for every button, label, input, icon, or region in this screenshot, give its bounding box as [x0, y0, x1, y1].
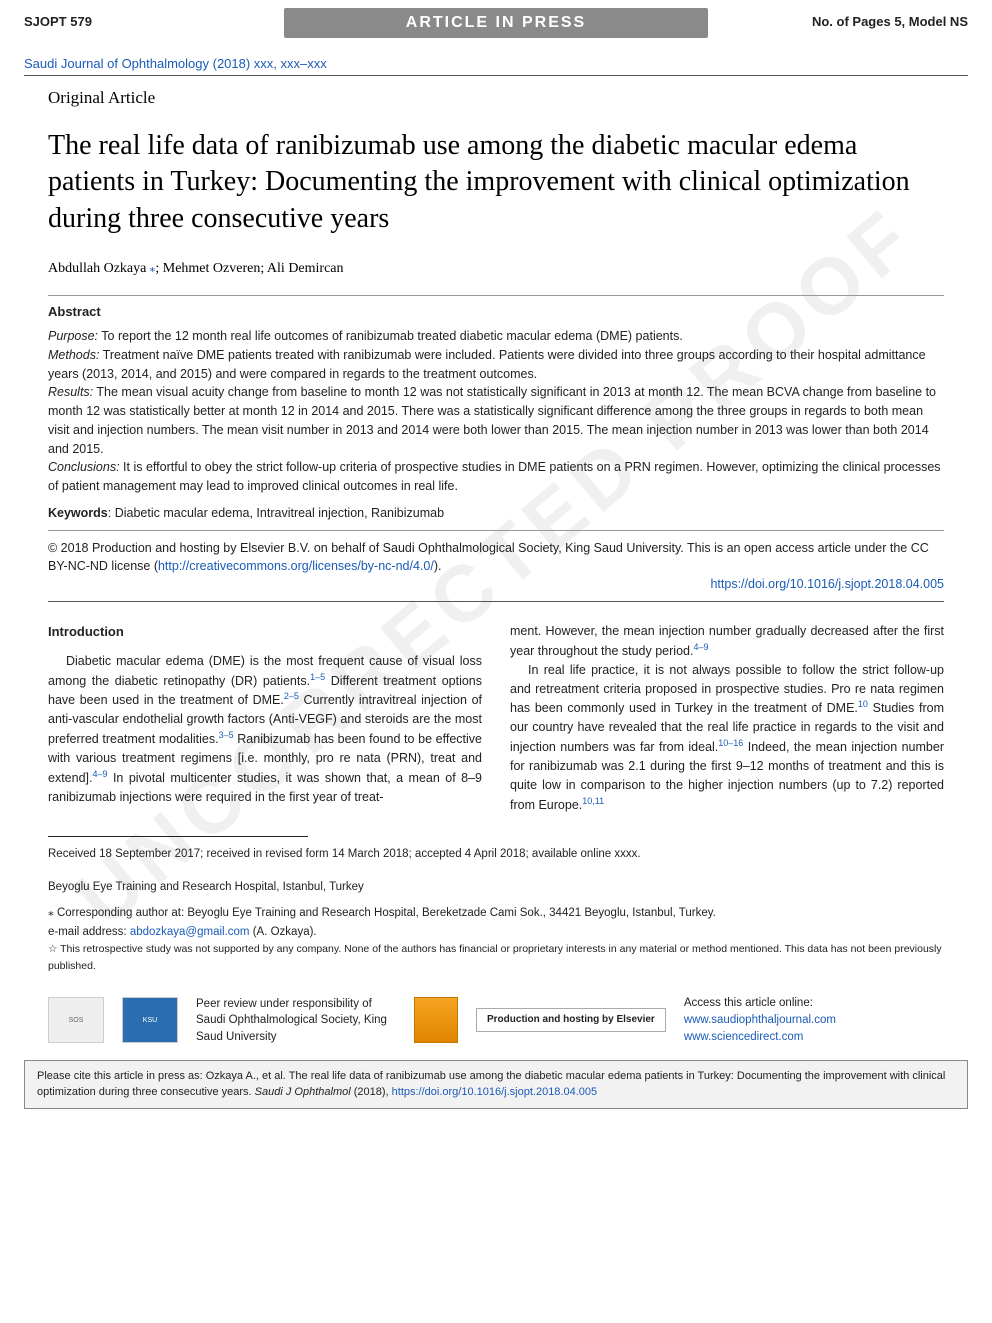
corresponding-star-icon: ⁎: [146, 261, 155, 275]
citation-journal: Saudi J Ophthalmol: [255, 1086, 351, 1098]
keywords-text: : Diabetic macular edema, Intravitreal i…: [108, 506, 444, 520]
journal-reference: Saudi Journal of Ophthalmology (2018) xx…: [0, 42, 992, 73]
email-label: e-mail address:: [48, 926, 130, 938]
license-link[interactable]: http://creativecommons.org/licenses/by-n…: [158, 559, 434, 573]
license-close: ).: [434, 559, 442, 573]
license-block: © 2018 Production and hosting by Elsevie…: [48, 539, 944, 593]
ref-3[interactable]: 3–5: [219, 730, 234, 740]
logos-row: SOS KSU Peer review under responsibility…: [48, 995, 944, 1047]
sos-logo-icon: SOS: [48, 997, 104, 1043]
abstract-body: Purpose: To report the 12 month real lif…: [48, 327, 944, 496]
footer-block: Received 18 September 2017; received in …: [48, 845, 944, 984]
results-text: The mean visual acuity change from basel…: [48, 385, 936, 455]
elsevier-logo-icon: [414, 997, 458, 1043]
access-link-1[interactable]: www.saudiophthaljournal.com: [684, 1014, 836, 1026]
email-link[interactable]: abdozkaya@gmail.com: [130, 926, 250, 938]
access-link-2[interactable]: www.sciencedirect.com: [684, 1031, 804, 1043]
ref-2[interactable]: 2–5: [284, 691, 299, 701]
citation-post: (2018),: [351, 1086, 392, 1098]
conclusions-label: Conclusions:: [48, 460, 120, 474]
intro-heading: Introduction: [48, 622, 482, 642]
ref-5[interactable]: 4–9: [693, 642, 708, 652]
methods-label: Methods:: [48, 348, 99, 362]
ksu-logo-icon: KSU: [122, 997, 178, 1043]
citation-box: Please cite this article in press as: Oz…: [24, 1060, 968, 1109]
peer-review-text: Peer review under responsibility of Saud…: [196, 996, 396, 1044]
abstract-heading: Abstract: [48, 304, 944, 319]
access-label: Access this article online:: [684, 995, 836, 1012]
purpose-text: To report the 12 month real life outcome…: [98, 329, 683, 343]
intro-p1-cont: ment. However, the mean injection number…: [510, 622, 944, 661]
header-right: No. of Pages 5, Model NS: [708, 8, 968, 38]
production-hosting: Production and hosting by Elsevier: [476, 1008, 666, 1032]
keywords: Keywords: Diabetic macular edema, Intrav…: [48, 506, 944, 520]
affiliation: Beyoglu Eye Training and Research Hospit…: [48, 878, 944, 896]
rule-footer: [48, 836, 308, 837]
doi-link[interactable]: https://doi.org/10.1016/j.sjopt.2018.04.…: [710, 577, 944, 591]
disclosure: ☆ This retrospective study was not suppo…: [48, 941, 944, 975]
rule-abstract-top: [48, 295, 944, 296]
journal-ref-link[interactable]: Saudi Journal of Ophthalmology (2018) xx…: [24, 56, 327, 71]
authors-rest: ; Mehmet Ozveren; Ali Demircan: [155, 261, 343, 276]
methods-text: Treatment naïve DME patients treated wit…: [48, 348, 926, 381]
access-online: Access this article online: www.saudioph…: [684, 995, 836, 1047]
header-left: SJOPT 579: [24, 8, 284, 38]
article-type: Original Article: [48, 88, 944, 108]
intro-p1: Diabetic macular edema (DME) is the most…: [48, 652, 482, 807]
header-mid: ARTICLE IN PRESS: [284, 8, 708, 38]
ref-6[interactable]: 10: [858, 699, 868, 709]
column-right: ment. However, the mean injection number…: [510, 622, 944, 814]
author-primary: Abdullah Ozkaya: [48, 261, 146, 276]
intro-1e: In pivotal multicenter studies, it was s…: [48, 771, 482, 804]
corresponding-author: ⁎ Corresponding author at: Beyoglu Eye T…: [48, 904, 944, 922]
rule-intro: [48, 601, 944, 602]
email-line: e-mail address: abdozkaya@gmail.com (A. …: [48, 923, 944, 941]
ref-7[interactable]: 10–16: [718, 738, 743, 748]
rule-keywords: [48, 530, 944, 531]
column-left: Introduction Diabetic macular edema (DME…: [48, 622, 482, 814]
citation-link[interactable]: https://doi.org/10.1016/j.sjopt.2018.04.…: [392, 1086, 598, 1098]
results-label: Results:: [48, 385, 93, 399]
received-dates: Received 18 September 2017; received in …: [48, 845, 944, 863]
keywords-label: Keywords: [48, 506, 108, 520]
authors: Abdullah Ozkaya ⁎; Mehmet Ozveren; Ali D…: [48, 261, 944, 277]
ref-8[interactable]: 10,11: [582, 796, 604, 806]
proof-header: SJOPT 579 ARTICLE IN PRESS No. of Pages …: [0, 0, 992, 42]
conclusions-text: It is effortful to obey the strict follo…: [48, 460, 941, 493]
intro-2a: ment. However, the mean injection number…: [510, 624, 944, 658]
article-title: The real life data of ranibizumab use am…: [48, 128, 944, 237]
body-columns: Introduction Diabetic macular edema (DME…: [48, 622, 944, 814]
email-after: (A. Ozkaya).: [250, 926, 317, 938]
rule-top: [24, 75, 968, 76]
ref-1[interactable]: 1–5: [310, 672, 325, 682]
purpose-label: Purpose:: [48, 329, 98, 343]
ref-4[interactable]: 4–9: [92, 769, 107, 779]
intro-p2: In real life practice, it is not always …: [510, 661, 944, 814]
